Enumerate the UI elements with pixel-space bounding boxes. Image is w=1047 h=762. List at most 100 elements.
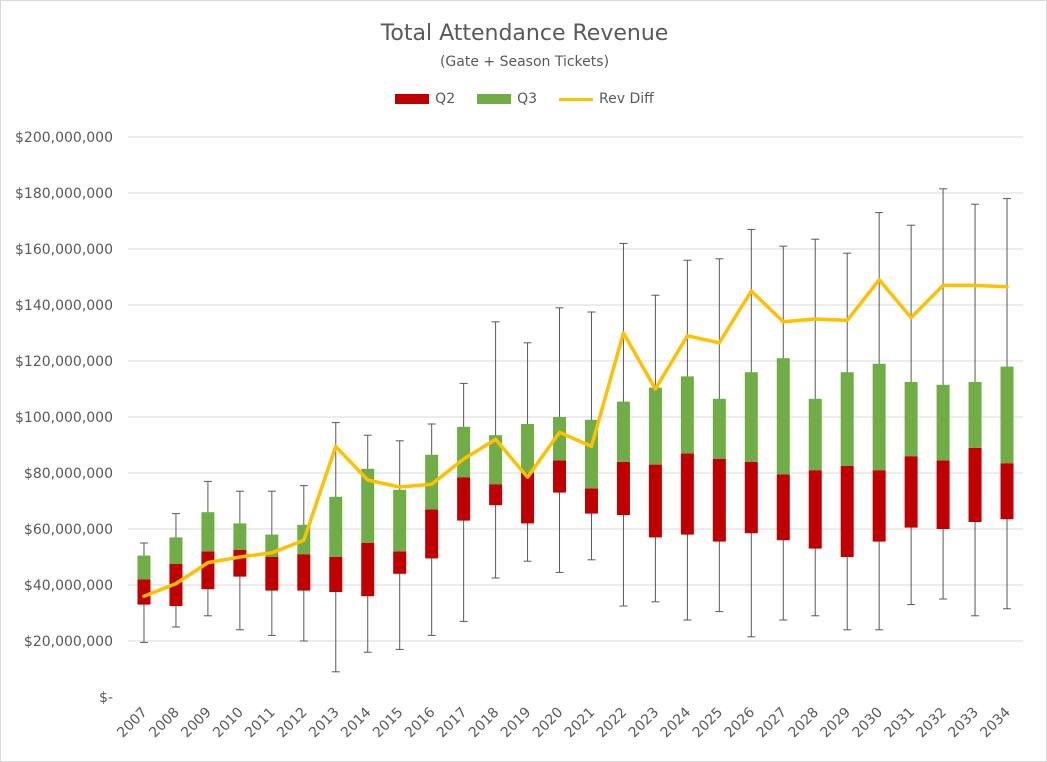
box-q3: [648, 387, 662, 465]
box-q3: [233, 523, 247, 550]
y-tick-label: $200,000,000: [15, 130, 113, 146]
box-q3: [393, 489, 407, 552]
box-q3: [936, 384, 950, 461]
legend-label-rev-diff: Rev Diff: [599, 91, 654, 107]
box-q2: [265, 557, 279, 591]
x-tick-label: 2025: [690, 705, 727, 742]
legend-swatch-q2: [395, 94, 430, 104]
x-tick-label: 2021: [562, 705, 599, 742]
box-q2: [872, 470, 886, 542]
box-q3: [808, 398, 822, 471]
x-tick-label: 2012: [274, 705, 311, 742]
box-q2: [393, 551, 407, 574]
box-q3: [744, 372, 758, 462]
x-tick-label: 2031: [881, 705, 918, 742]
box-q2: [457, 477, 471, 521]
box-q2: [776, 474, 790, 541]
box-q3: [521, 424, 535, 473]
x-tick-label: 2015: [370, 705, 407, 742]
y-tick-label: $40,000,000: [24, 578, 113, 594]
x-tick-label: 2016: [402, 704, 439, 741]
x-tick-label: 2007: [114, 705, 151, 742]
box-q2: [489, 484, 503, 506]
box-q3: [201, 512, 215, 552]
box-q3: [1000, 366, 1014, 464]
x-tick-label: 2008: [146, 705, 183, 742]
box-q3: [968, 382, 982, 448]
box-q2: [680, 453, 694, 535]
box-q2: [521, 473, 535, 524]
box-q2: [553, 460, 567, 493]
x-tick-label: 2023: [626, 705, 663, 742]
box-q3: [361, 468, 375, 543]
box-q3: [712, 398, 726, 459]
legend-swatch-rev-diff: [559, 97, 594, 101]
legend-item-q3: Q3: [477, 91, 537, 107]
y-tick-label: $180,000,000: [15, 186, 113, 202]
y-tick-label: $20,000,000: [24, 634, 113, 650]
legend-item-q2: Q2: [395, 91, 455, 107]
x-tick-label: 2014: [338, 704, 375, 741]
y-tick-label: $100,000,000: [15, 410, 113, 426]
y-tick-label: $160,000,000: [15, 242, 113, 258]
x-tick-label: 2026: [722, 704, 759, 741]
x-tick-label: 2011: [242, 705, 279, 742]
legend: Q2 Q3 Rev Diff: [1, 91, 1047, 107]
x-tick-label: 2018: [466, 705, 503, 742]
y-tick-label: $-: [99, 690, 113, 706]
box-q2: [329, 557, 343, 592]
box-q3: [840, 372, 854, 466]
box-q2: [904, 456, 918, 528]
legend-swatch-q3: [477, 94, 512, 104]
chart-subtitle: (Gate + Season Tickets): [439, 54, 610, 70]
box-q2: [808, 470, 822, 549]
x-tick-label: 2027: [754, 705, 791, 742]
y-tick-label: $80,000,000: [24, 466, 113, 482]
x-tick-label: 2029: [818, 705, 855, 742]
box-q2: [361, 543, 375, 597]
box-q3: [457, 426, 471, 478]
box-q3: [680, 376, 694, 454]
legend-label-q2: Q2: [435, 91, 456, 107]
legend-item-rev-diff: Rev Diff: [559, 91, 654, 107]
box-q2: [648, 464, 662, 538]
x-tick-label: 2030: [849, 705, 886, 742]
x-tick-label: 2017: [434, 705, 471, 742]
box-q2: [425, 509, 439, 559]
box-q3: [904, 382, 918, 457]
box-q3: [776, 358, 790, 475]
chart-title: Total Attendance Revenue: [380, 21, 669, 46]
box-q2: [201, 551, 215, 590]
box-q2: [712, 459, 726, 542]
box-q2: [840, 466, 854, 557]
box-q2: [616, 461, 630, 515]
box-q3: [329, 496, 343, 557]
x-tick-label: 2032: [913, 705, 950, 742]
box-q3: [137, 555, 151, 580]
x-tick-label: 2022: [594, 705, 631, 742]
y-tick-label: $120,000,000: [15, 354, 113, 370]
x-tick-label: 2033: [945, 705, 982, 742]
x-tick-label: 2024: [658, 704, 695, 741]
x-tick-label: 2028: [786, 705, 823, 742]
y-tick-label: $140,000,000: [15, 298, 113, 314]
box-q2: [1000, 463, 1014, 520]
x-tick-label: 2009: [178, 705, 215, 742]
legend-label-q3: Q3: [517, 91, 538, 107]
box-q3: [616, 401, 630, 462]
y-tick-label: $60,000,000: [24, 522, 113, 538]
x-tick-label: 2019: [498, 705, 535, 742]
box-q2: [297, 554, 311, 591]
x-tick-label: 2034: [977, 704, 1014, 741]
box-q2: [744, 461, 758, 534]
x-tick-label: 2013: [306, 705, 343, 742]
box-q2: [137, 579, 151, 605]
box-q2: [968, 447, 982, 522]
box-q3: [872, 363, 886, 471]
box-q2: [233, 550, 247, 577]
box-q3: [489, 435, 503, 485]
rev-diff-line: [142, 278, 1009, 598]
box-q2: [936, 460, 950, 529]
